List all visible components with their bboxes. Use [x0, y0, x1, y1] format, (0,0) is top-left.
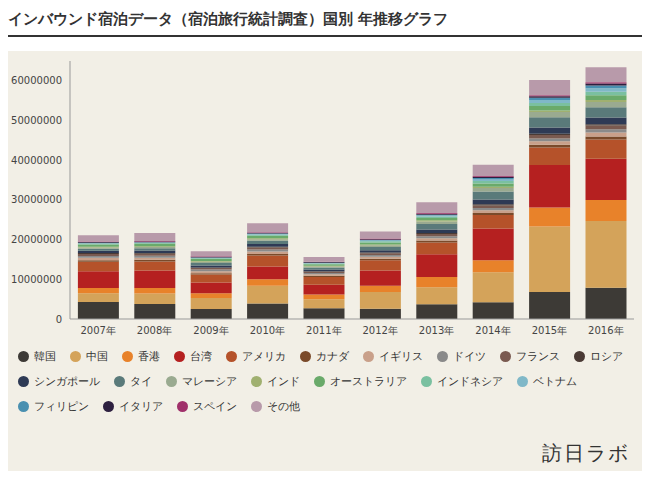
html-text:インドネシア: インドネシア	[437, 375, 503, 388]
svg-text:2011年: 2011年	[306, 325, 341, 336]
svg-text:40000000: 40000000	[11, 155, 62, 166]
html-text:フランス: フランス	[516, 350, 560, 363]
html-text:訪日ラボ: 訪日ラボ	[542, 441, 630, 465]
svg-text:20000000: 20000000	[11, 234, 62, 245]
html-text:オーストラリア: オーストラリア	[330, 375, 407, 388]
html-text:イギリス: イギリス	[379, 350, 423, 363]
svg-text:2010年: 2010年	[250, 325, 285, 336]
svg-text:2009年: 2009年	[193, 325, 228, 336]
html-text:香港: 香港	[138, 350, 160, 363]
html-text:スペイン: スペイン	[193, 400, 237, 413]
svg-text:2012年: 2012年	[362, 325, 397, 336]
html-text:カナダ: カナダ	[316, 350, 349, 363]
html-text:韓国: 韓国	[34, 350, 56, 363]
html-text:中国: 中国	[86, 350, 108, 363]
html-text:その他: その他	[267, 400, 300, 413]
svg-text:0: 0	[56, 314, 62, 325]
svg-text:2015年: 2015年	[532, 325, 567, 336]
html-text:インド: インド	[267, 375, 300, 388]
svg-text:30000000: 30000000	[11, 194, 62, 205]
svg-text:2013年: 2013年	[419, 325, 454, 336]
html-text:タイ: タイ	[130, 375, 152, 388]
html-text:ロシア: ロシア	[590, 350, 623, 363]
svg-text:60000000: 60000000	[11, 75, 62, 86]
svg-text:2014年: 2014年	[475, 325, 510, 336]
html-text:イタリア: イタリア	[119, 400, 163, 413]
html-text:インバウンド宿泊データ（宿泊旅行統計調査）国別 年推移グラフ: インバウンド宿泊データ（宿泊旅行統計調査）国別 年推移グラフ	[8, 10, 449, 28]
svg-text:50000000: 50000000	[11, 115, 62, 126]
html-text:マレーシア: マレーシア	[182, 375, 237, 388]
svg-text:10000000: 10000000	[11, 274, 62, 285]
html-text:ベトナム: ベトナム	[533, 375, 577, 388]
html-text:フィリピン: フィリピン	[34, 400, 89, 413]
html-text:台湾: 台湾	[190, 350, 212, 363]
html-text:アメリカ: アメリカ	[242, 350, 286, 363]
svg-text:2016年: 2016年	[588, 325, 623, 336]
svg-text:2008年: 2008年	[137, 325, 172, 336]
html-text:ドイツ: ドイツ	[453, 350, 486, 363]
html-text:シンガポール: シンガポール	[34, 375, 100, 388]
svg-text:2007年: 2007年	[80, 325, 115, 336]
